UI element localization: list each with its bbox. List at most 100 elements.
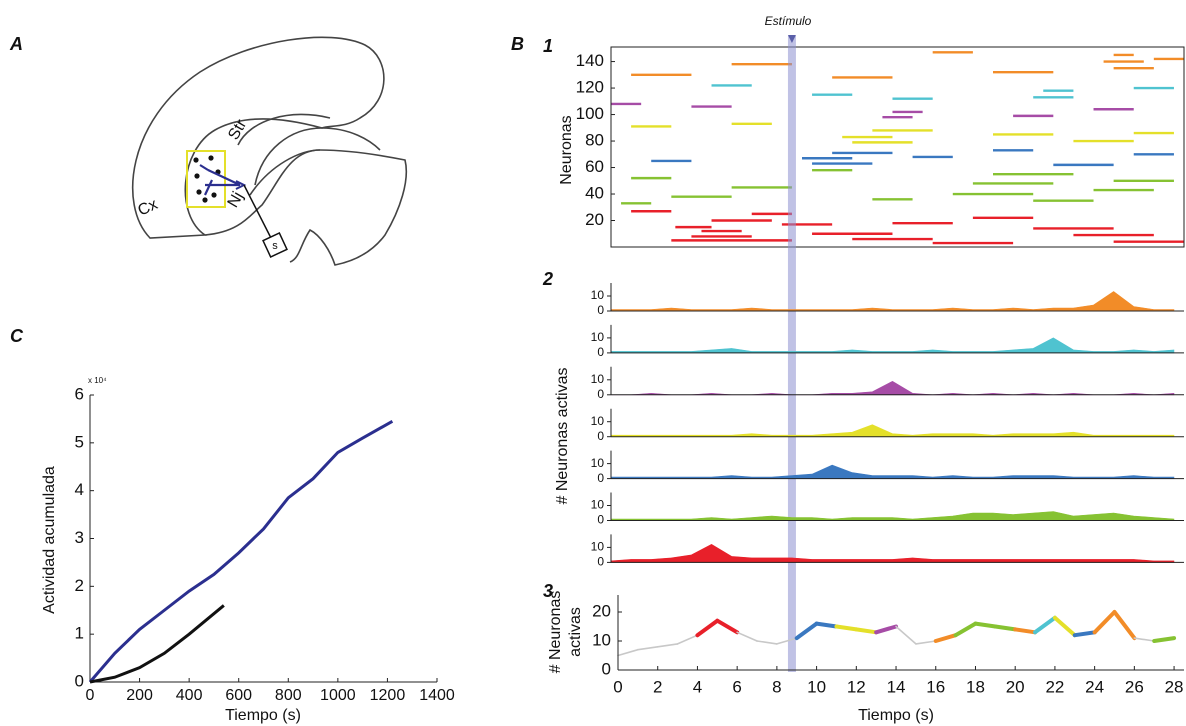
line-segment [1133, 637, 1156, 642]
line-segment [895, 625, 917, 645]
line-segment [933, 633, 958, 643]
line [88, 420, 394, 683]
y-axis-label: Actividad acumulada [41, 466, 58, 614]
cortex-outline [131, 36, 385, 239]
panel-label: 1 [543, 36, 553, 56]
y-tick-label: 80 [585, 131, 604, 150]
line-segment [993, 624, 1018, 632]
y-tick-label: 10 [591, 498, 605, 512]
y-tick-label: 10 [591, 372, 605, 386]
y-axis-label: activas [567, 607, 584, 657]
x-tick-label: 2 [653, 677, 662, 696]
y-tick-label: 0 [75, 671, 84, 690]
y-axis-label: # Neuronas activas [554, 368, 571, 505]
line-segment [1152, 636, 1177, 643]
line-segment [854, 627, 879, 635]
cells [193, 155, 221, 203]
area [611, 380, 1175, 396]
x-tick-label: 8 [772, 677, 781, 696]
diagram-label: Nj [225, 189, 247, 211]
stimulus-marker [787, 35, 796, 43]
x-axis-label: Tiempo (s) [858, 707, 934, 724]
area [610, 544, 1175, 563]
area [610, 291, 1175, 312]
y-tick-label: 1 [75, 624, 84, 643]
y-tick-label: 60 [585, 157, 604, 176]
y-tick-label: 10 [591, 540, 605, 554]
y-tick-label: 120 [576, 78, 604, 97]
x-tick-label: 600 [225, 687, 252, 704]
line-segment [1052, 615, 1077, 638]
area [610, 511, 1175, 521]
x-tick-label: 1400 [419, 687, 455, 704]
x-tick-label: 0 [613, 677, 622, 696]
y-tick-label: 0 [597, 387, 604, 401]
y-tick-label: 0 [597, 471, 604, 485]
panel-label: B [511, 34, 524, 54]
stimulator [262, 232, 288, 258]
diagram-label: s [272, 240, 278, 252]
y-tick-label: 10 [592, 630, 611, 649]
y-tick-label: 2 [75, 576, 84, 595]
y-tick-label: 140 [576, 51, 604, 70]
panel-label: 2 [542, 269, 553, 289]
y-tick-label: 3 [75, 528, 84, 547]
line-segment [1092, 610, 1117, 635]
line-segment [814, 621, 839, 629]
x-tick-label: 800 [275, 687, 302, 704]
x-tick-label: 16 [926, 677, 945, 696]
line [89, 604, 225, 684]
x-tick-label: 1200 [370, 687, 406, 704]
x-axis-label: Tiempo (s) [225, 707, 301, 724]
x-tick-label: 22 [1045, 677, 1064, 696]
line-segment [953, 621, 978, 638]
area [610, 337, 1175, 354]
line-segment [1013, 627, 1038, 635]
y-tick-label: 4 [75, 480, 84, 499]
electrode [243, 184, 273, 241]
line-segment [794, 621, 819, 641]
y-tick-label: 6 [75, 384, 84, 403]
y-axis-label: # Neuronas [547, 591, 564, 674]
x-tick-label: 26 [1125, 677, 1144, 696]
y-tick-label: 10 [591, 414, 605, 428]
x-tick-label: 10 [807, 677, 826, 696]
y-tick-label: 40 [585, 184, 604, 203]
x-tick-label: 6 [732, 677, 741, 696]
plot-frame [610, 46, 1185, 248]
line-segment [676, 634, 699, 645]
x-tick-label: 4 [693, 677, 702, 696]
stimulus-label: Estímulo [765, 14, 812, 28]
line-segment [617, 648, 639, 657]
x-tick-label: 400 [176, 687, 203, 704]
line-segment [1072, 630, 1097, 638]
y-tick-label: 20 [585, 210, 604, 229]
area [610, 424, 1175, 437]
y-tick-label: 0 [597, 303, 604, 317]
area [610, 464, 1175, 479]
y-tick-label: 0 [597, 429, 604, 443]
y-tick-label: 10 [591, 330, 605, 344]
y-axis-label: Neuronas [558, 115, 575, 184]
line-segment [637, 645, 659, 651]
striatum-outline [204, 149, 408, 266]
line-segment [715, 618, 740, 635]
x-tick-label: 14 [887, 677, 906, 696]
y-tick-label: 10 [591, 288, 605, 302]
x-tick-label: 200 [126, 687, 153, 704]
brain-diagram: s Cx Str Nj [131, 36, 408, 266]
diagram-label: Cx [135, 196, 160, 220]
y-tick-label: 100 [576, 104, 604, 123]
line-segment [973, 621, 998, 629]
line-segment [834, 624, 859, 632]
x-tick-label: 0 [86, 687, 95, 704]
stimulus-band [787, 36, 796, 672]
panel-label: C [10, 326, 24, 346]
panel-label: 3 [543, 581, 553, 601]
line-segment [776, 637, 798, 645]
x-tick-label: 18 [966, 677, 985, 696]
y-tick-label: 0 [597, 345, 604, 359]
line-segment [1033, 615, 1057, 635]
y-tick-label: 10 [591, 456, 605, 470]
